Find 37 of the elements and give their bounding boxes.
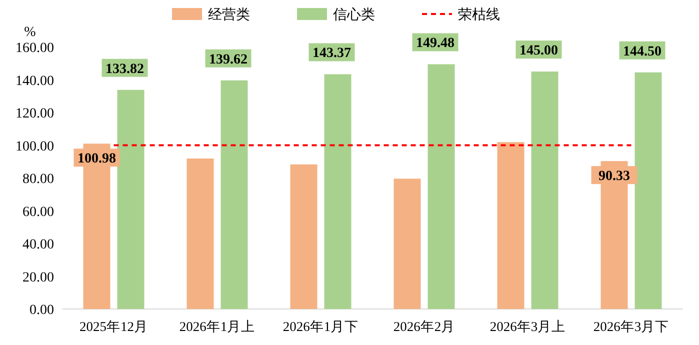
y-tick-label: 120.00	[16, 106, 54, 122]
bar	[531, 72, 558, 309]
bar	[186, 158, 214, 309]
legend-label: 信心类	[333, 7, 375, 23]
data-label: 149.48	[416, 36, 454, 52]
legend-label: 荣枯线	[458, 7, 500, 23]
data-label: 90.33	[598, 169, 630, 184]
y-tick-label: 0.00	[30, 303, 54, 318]
x-tick-label: 2026年1月下	[282, 319, 359, 334]
y-tick-label: 40.00	[22, 238, 54, 252]
legend-label: 经营类	[208, 7, 250, 23]
bar	[497, 142, 524, 309]
y-tick-label: 100.00	[16, 139, 54, 154]
bar	[117, 90, 144, 309]
x-tick-label: 2026年1月上	[179, 319, 256, 334]
y-axis-title: %	[24, 25, 36, 40]
bar	[220, 80, 248, 309]
bar	[634, 72, 662, 309]
data-label: 143.37	[312, 46, 351, 62]
x-tick-label: 2026年2月	[393, 319, 456, 334]
y-tick-label: 160.00	[16, 41, 54, 56]
x-tick-label: 2026年3月下	[593, 319, 670, 334]
data-label: 145.00	[520, 44, 558, 59]
y-tick-label: 60.00	[22, 204, 54, 220]
data-label: 133.82	[106, 62, 144, 77]
bar	[324, 74, 352, 309]
data-label: 139.62	[209, 52, 248, 68]
data-label: 144.50	[623, 44, 662, 60]
bar	[428, 64, 455, 309]
bar	[394, 178, 421, 309]
y-tick-label: 140.00	[16, 74, 54, 89]
y-tick-label: 20.00	[22, 270, 54, 286]
x-tick-label: 2025年12月	[80, 319, 148, 334]
x-tick-label: 2026年3月上	[490, 319, 566, 334]
data-label: 100.98	[78, 152, 116, 167]
bar	[290, 164, 318, 309]
y-tick-label: 80.00	[22, 172, 54, 187]
